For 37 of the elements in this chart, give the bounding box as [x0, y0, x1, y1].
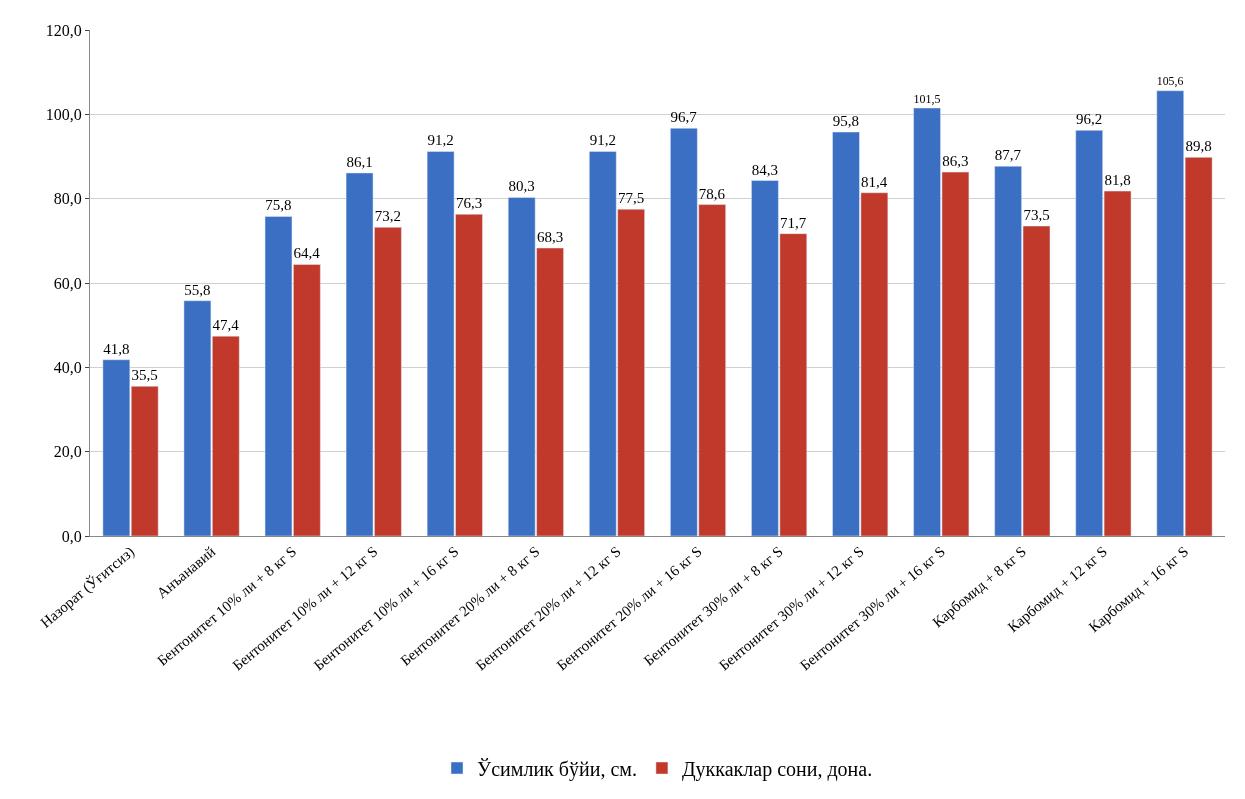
- data-label: 55,8: [184, 281, 211, 298]
- y-tick-label: 60,0: [53, 274, 82, 292]
- y-tick-label: 100,0: [45, 105, 82, 123]
- data-label: 86,3: [942, 153, 969, 170]
- data-label: 80,3: [508, 178, 535, 195]
- data-label: 96,7: [670, 109, 698, 126]
- data-label: 47,4: [212, 317, 240, 334]
- y-tick-label: 80,0: [53, 190, 82, 208]
- y-tick-label: 20,0: [53, 443, 82, 461]
- data-label: 75,8: [265, 197, 292, 214]
- legend-label: Ўсимлик бўйи, см.: [477, 757, 637, 781]
- data-label: 96,2: [1076, 111, 1103, 128]
- data-label: 71,7: [779, 214, 807, 231]
- data-label: 76,3: [455, 195, 483, 212]
- legend-label: Дуккаклар сони, дона.: [681, 757, 873, 781]
- data-label: 95,8: [832, 113, 860, 130]
- y-tick-label: 40,0: [53, 358, 82, 376]
- data-label: 41,8: [103, 340, 130, 357]
- data-label: 81,8: [1104, 172, 1131, 189]
- data-label: 81,4: [860, 173, 888, 190]
- data-label: 78,6: [698, 185, 726, 202]
- data-label: 105,6: [1156, 74, 1184, 89]
- y-tick-label: 120,0: [45, 21, 82, 39]
- data-label: 91,2: [427, 132, 454, 149]
- data-label: 73,2: [374, 208, 402, 225]
- data-label: 73,5: [1023, 207, 1050, 224]
- y-tick-label: 0,0: [61, 527, 82, 545]
- data-label: 86,1: [346, 153, 373, 170]
- data-label: 91,2: [589, 132, 616, 149]
- data-label: 84,3: [751, 161, 779, 178]
- data-label: 87,7: [994, 147, 1022, 164]
- data-label: 77,5: [618, 190, 645, 207]
- data-label: 89,8: [1185, 138, 1212, 155]
- data-label: 64,4: [293, 245, 321, 262]
- data-label: 35,5: [131, 367, 158, 384]
- data-label: 101,5: [913, 91, 941, 106]
- data-label: 68,3: [536, 229, 564, 245]
